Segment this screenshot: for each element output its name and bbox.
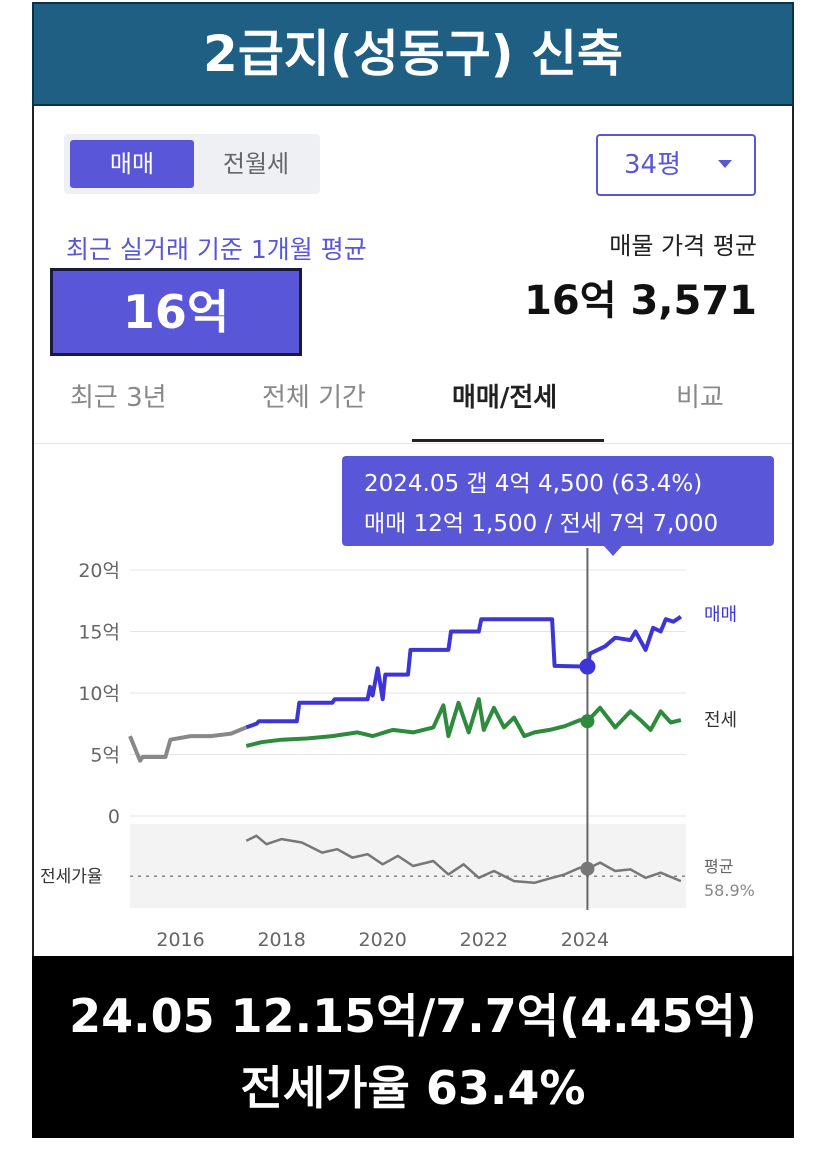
tab-sale-jeonse[interactable]: 매매/전세	[452, 383, 558, 413]
ratio-average-value: 58.9%	[704, 881, 755, 900]
jeonse-end-label: 전세	[704, 710, 737, 731]
period-tabs: 최근 3년 전체 기간 매매/전세 비교	[34, 365, 792, 444]
area-select[interactable]: 34평	[596, 134, 756, 196]
x-tick-label: 2016	[156, 929, 204, 951]
tooltip-gap-line: 2024.05 갭 4억 4,500 (63.4%)	[364, 471, 703, 497]
tooltip-price-line: 매매 12억 1,500 / 전세 7억 7,000	[364, 511, 719, 537]
x-tick-label: 2022	[460, 929, 508, 951]
ratio-series-line	[245, 834, 682, 885]
tab-sale[interactable]: 매매	[70, 140, 194, 188]
recent-average-value: 16억	[50, 268, 302, 356]
ratio-average-label: 평균	[704, 857, 733, 876]
tab-all-period[interactable]: 전체 기간	[262, 383, 366, 413]
tab-recent-3y[interactable]: 최근 3년	[70, 383, 167, 413]
x-tick-label: 2018	[257, 929, 305, 951]
ratio-highlight-point	[580, 861, 595, 876]
trade-type-toggle: 매매 전월세	[64, 134, 320, 194]
ratio-panel-label: 전세가율	[40, 867, 103, 887]
price-chart: 20억 15억 10억 5억 0 2016 2018 2020 2022 2024 전세가율 평균 58…	[40, 548, 755, 951]
summary-banner: 24.05 12.15억/7.7억(4.45억) 전세가율 63.4%	[32, 956, 794, 1138]
active-tab-indicator	[412, 439, 604, 442]
chart-tooltip: 2024.05 갭 4억 4,500 (63.4%) 매매 12억 1,500 …	[342, 456, 774, 556]
sale-series-early-line	[128, 725, 248, 763]
y-tick-label: 0	[108, 806, 120, 828]
recent-average-label: 최근 실거래 기준 1개월 평균	[66, 235, 367, 264]
y-tick-label: 10억	[78, 683, 120, 705]
y-tick-label: 20억	[78, 560, 120, 582]
x-tick-label: 2024	[561, 929, 609, 951]
listing-average-label: 매물 가격 평균	[609, 232, 757, 260]
jeonse-highlight-point	[580, 714, 595, 729]
listing-average-value: 16억 3,571	[524, 278, 757, 324]
summary-banner-prices: 24.05 12.15억/7.7억(4.45억)	[69, 989, 757, 1043]
ratio-panel-bg	[130, 824, 686, 908]
chevron-down-icon	[718, 160, 732, 168]
sale-end-label: 매매	[704, 605, 737, 626]
tab-rent[interactable]: 전월세	[222, 150, 290, 178]
area-select-label: 34평	[624, 150, 682, 180]
tab-compare[interactable]: 비교	[676, 383, 724, 413]
x-tick-label: 2020	[359, 929, 407, 951]
sale-highlight-point	[579, 658, 596, 675]
tooltip-arrow	[604, 546, 622, 556]
sale-series-line	[245, 615, 683, 730]
jeonse-series-line	[245, 697, 682, 748]
y-tick-label: 15억	[78, 622, 120, 644]
summary-banner-ratio: 전세가율 63.4%	[240, 1061, 586, 1115]
page-title: 2급지(성동구) 신축	[32, 2, 794, 106]
y-tick-label: 5억	[90, 745, 120, 767]
